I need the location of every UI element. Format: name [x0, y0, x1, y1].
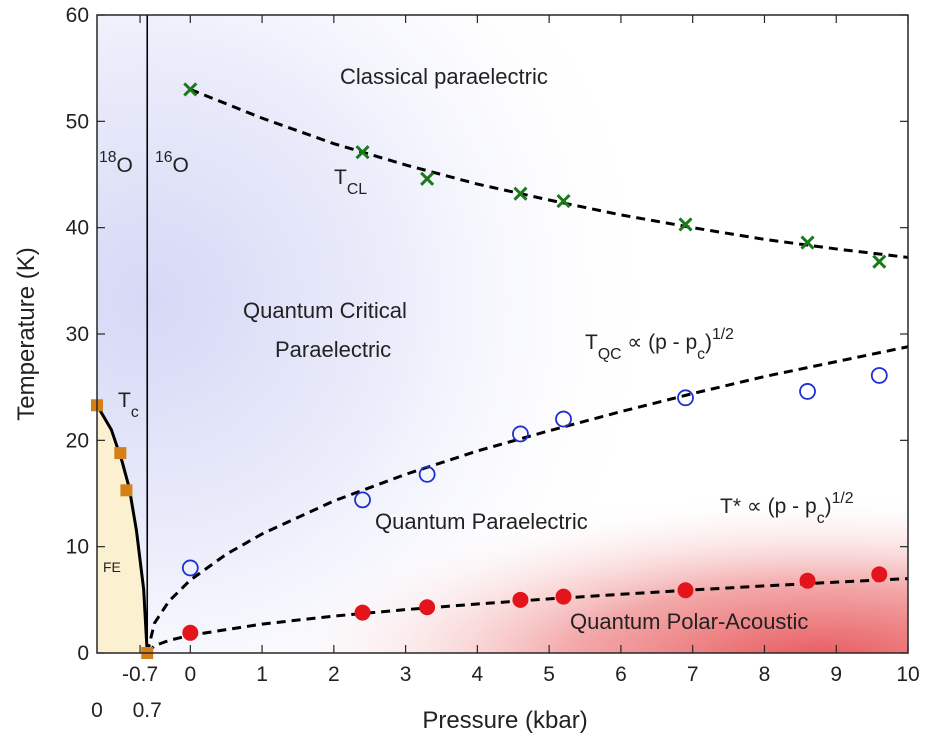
red-region — [97, 15, 908, 653]
cross-marker — [678, 217, 693, 232]
annotation-part: Classical paraelectric — [340, 64, 548, 89]
x-tick-label: 6 — [615, 663, 627, 686]
annotation-part: Paraelectric — [275, 337, 391, 362]
cross-marker — [800, 235, 815, 250]
cross-marker — [513, 186, 528, 201]
x-tick-label: 7 — [687, 663, 699, 686]
annotation: Paraelectric — [275, 337, 391, 362]
annotation: Quantum Critical — [243, 298, 407, 323]
y-tick-label: 20 — [66, 429, 89, 452]
annotation: 18O — [99, 149, 133, 177]
annotation-part: c — [697, 346, 705, 363]
background — [97, 15, 908, 653]
annotation-part: T — [118, 389, 131, 412]
cross-marker — [872, 254, 887, 269]
cross-marker — [420, 171, 435, 186]
annotation-part: ) — [705, 331, 712, 354]
dot-marker — [354, 604, 371, 621]
y-axis-label: Temperature (K) — [13, 247, 40, 420]
x2-tick-label: 0.7 — [133, 699, 162, 722]
square-marker — [120, 484, 133, 497]
y-tick-label: 50 — [66, 110, 89, 133]
circle-marker — [870, 367, 888, 384]
x-tick-label: 4 — [472, 663, 484, 686]
circle-marker — [354, 491, 371, 509]
annotation-part: Quantum Polar-Acoustic — [570, 609, 808, 634]
dot-marker — [677, 582, 694, 599]
fit-curve — [189, 88, 909, 259]
circle-marker — [799, 383, 816, 400]
dot-marker — [512, 591, 529, 608]
circle-marker — [677, 389, 694, 407]
circle-marker — [512, 425, 529, 443]
circle-marker — [555, 410, 572, 428]
x-tick-label: 8 — [759, 663, 771, 686]
annotation-part: c — [131, 404, 139, 421]
dot-marker — [555, 588, 572, 605]
y-tick-label: 60 — [66, 4, 89, 27]
square-marker — [114, 447, 127, 460]
annotation: FE — [103, 559, 121, 575]
cross-marker — [556, 194, 571, 209]
annotation-part: O — [117, 154, 133, 177]
fe-region — [97, 405, 148, 653]
annotation-part: ) — [825, 495, 832, 518]
x-tick-label: -0.7 — [122, 663, 158, 686]
plot: 0 10 20 30 40 50 60 -0.7 0 1 2 3 4 5 6 7 8 9 10 0 0.7 — [66, 4, 920, 722]
annotation-part: FE — [103, 559, 121, 575]
cross-marker — [183, 82, 198, 97]
annotation-part: c — [817, 510, 825, 527]
annotation: 16O — [155, 149, 189, 177]
y-tick-label: 0 — [77, 642, 89, 665]
annotation: Quantum Polar-Acoustic — [570, 609, 808, 634]
x-tick-label: 1 — [256, 663, 268, 686]
annotation-part: 1/2 — [832, 490, 854, 507]
circle-marker — [418, 465, 436, 483]
annotation-part: Quantum Critical — [243, 298, 407, 323]
x-tick-label: 3 — [400, 663, 412, 686]
annotation-part: QC — [598, 346, 622, 363]
circle-marker — [181, 559, 199, 577]
x-tick-label: 5 — [543, 663, 555, 686]
y-tick-label: 40 — [66, 217, 89, 240]
annotation-part: 1/2 — [712, 326, 734, 343]
x-tick-label: 10 — [896, 663, 919, 686]
fit-curve — [145, 345, 909, 654]
annotation: T* ∝ (p - pc)1/2 — [720, 490, 853, 527]
cross-marker — [355, 145, 370, 160]
annotation-part: CL — [347, 181, 367, 198]
fit-curve — [146, 577, 909, 655]
annotation-part: ∝ (p - p — [621, 331, 697, 354]
annotation-part: T* ∝ (p - p — [720, 495, 817, 518]
annotation-part: 16 — [155, 149, 173, 166]
annotation: Classical paraelectric — [340, 64, 548, 89]
dot-marker — [182, 624, 199, 641]
dot-marker — [419, 599, 436, 616]
x-axis-label: Pressure (kbar) — [422, 707, 587, 734]
annotation-part: O — [173, 154, 189, 177]
y-tick-label: 30 — [66, 323, 89, 346]
annotation: TCL — [334, 166, 367, 198]
annotation-part: Quantum Paraelectric — [375, 509, 588, 534]
annotation: Quantum Paraelectric — [375, 509, 588, 534]
y-tick-label: 10 — [66, 536, 89, 559]
x-tick-label: 0 — [184, 663, 196, 686]
x-tick-label: 2 — [328, 663, 340, 686]
dot-marker — [799, 572, 816, 589]
annotation-part: T — [585, 331, 598, 354]
annotation-part: T — [334, 166, 347, 189]
x2-tick-label: 0 — [91, 699, 103, 722]
annotation-part: 18 — [99, 149, 117, 166]
annotation: TQC ∝ (p - pc)1/2 — [585, 326, 734, 363]
annotation: Tc — [118, 389, 139, 421]
dot-marker — [871, 566, 888, 583]
x-tick-label: 9 — [830, 663, 842, 686]
